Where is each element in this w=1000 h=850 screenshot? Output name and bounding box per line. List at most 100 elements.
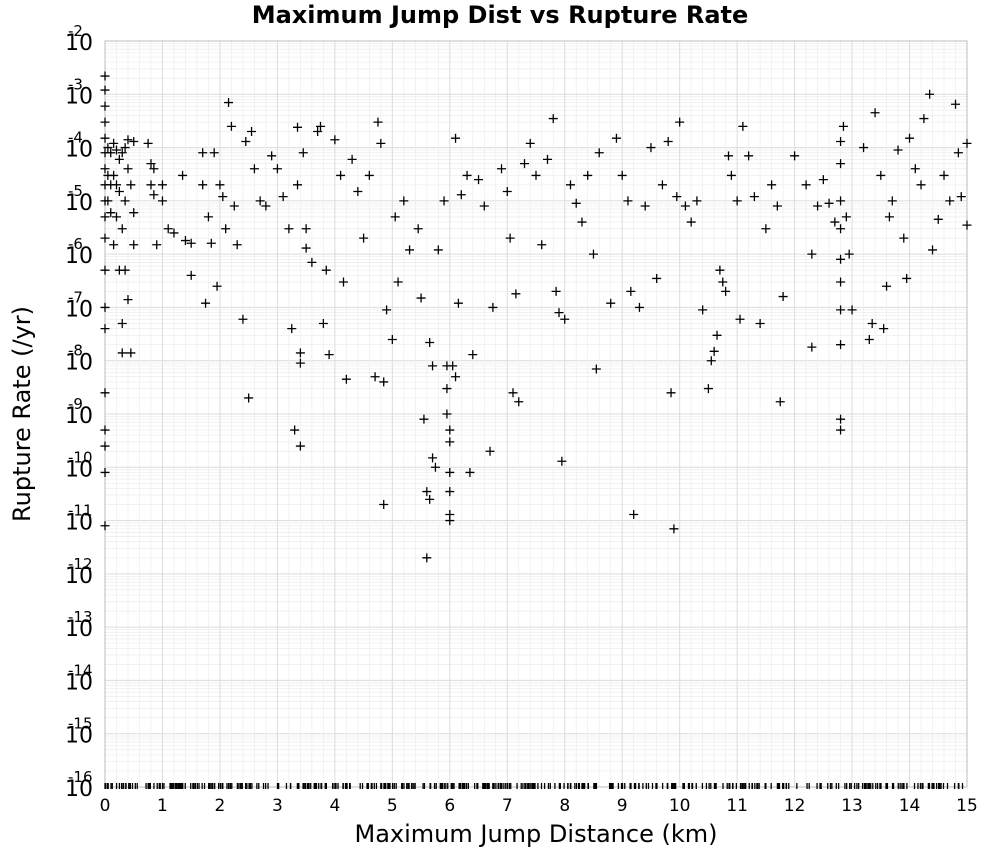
x-axis-ticks: 0 1 2 3 4 5 6 7 8 9 10 11 12 13 14 15 (100, 796, 978, 816)
y-tick-exponent: -5 (68, 182, 83, 200)
data-point (126, 348, 136, 358)
data-point (123, 135, 133, 145)
data-point (103, 143, 113, 153)
y-tick-base: 10 (65, 670, 93, 695)
data-point (129, 137, 139, 146)
data-point (100, 71, 110, 81)
data-point (114, 186, 124, 196)
data-point (514, 397, 524, 407)
data-point (298, 148, 308, 158)
data-point (226, 121, 236, 131)
data-point (703, 384, 713, 394)
data-point (382, 305, 392, 315)
data-point (321, 265, 331, 275)
data-point (419, 414, 429, 424)
data-point (198, 180, 208, 190)
y-tick-exponent: -9 (68, 395, 83, 413)
data-point (428, 453, 438, 463)
data-point (221, 224, 231, 234)
data-point (844, 249, 854, 259)
data-point (939, 170, 949, 180)
data-point (836, 224, 846, 234)
data-point (425, 494, 435, 504)
data-point (626, 286, 636, 296)
data-point (919, 114, 929, 124)
data-point (686, 217, 696, 227)
data-point (261, 201, 271, 211)
data-point (790, 151, 800, 161)
data-point (925, 89, 935, 99)
grid-lines (104, 40, 968, 788)
data-point (422, 487, 432, 497)
data-point (295, 441, 305, 451)
y-tick-label: 10-7 (65, 288, 93, 322)
data-point (548, 114, 558, 124)
data-point (652, 273, 662, 283)
data-point (905, 133, 915, 143)
data-point (143, 138, 153, 148)
plot-frame (104, 40, 968, 788)
data-point (744, 151, 754, 161)
data-point (100, 117, 110, 127)
data-point (818, 175, 828, 185)
x-tick-label: 11 (726, 796, 748, 816)
data-point (428, 361, 438, 371)
data-point (307, 257, 317, 267)
x-tick-label: 12 (784, 796, 806, 816)
data-point (146, 180, 156, 190)
y-tick-label: 10-15 (65, 715, 93, 749)
y-tick-exponent: -4 (68, 129, 83, 147)
x-tick-label: 4 (329, 796, 340, 816)
data-point (359, 233, 369, 243)
data-point (387, 335, 397, 345)
data-point (551, 286, 561, 296)
data-point (117, 224, 127, 234)
data-point (893, 145, 903, 155)
data-point (203, 212, 213, 222)
data-point (672, 192, 682, 202)
data-point (111, 212, 121, 222)
data-point (370, 372, 380, 382)
data-point (951, 99, 961, 109)
y-tick-base: 10 (65, 777, 93, 802)
data-point (778, 292, 788, 302)
data-point (341, 374, 351, 384)
data-point (445, 487, 455, 497)
data-point (117, 318, 127, 328)
data-point (525, 138, 535, 148)
data-point (640, 201, 650, 211)
data-point (718, 277, 728, 287)
y-tick-base: 10 (65, 511, 93, 536)
x-tick-label: 14 (899, 796, 921, 816)
data-point (738, 121, 748, 131)
y-tick-base: 10 (65, 724, 93, 749)
data-point (379, 500, 389, 510)
data-point (109, 170, 119, 180)
y-tick-exponent: -3 (68, 75, 83, 93)
data-point (680, 201, 690, 211)
data-point (100, 441, 110, 451)
data-point (836, 277, 846, 287)
data-point (287, 324, 297, 334)
y-tick-label: 10-6 (65, 235, 93, 269)
y-tick-label: 10-12 (65, 555, 93, 589)
y-tick-label: 10-16 (65, 768, 93, 802)
data-point (433, 245, 443, 255)
data-point (623, 196, 633, 206)
data-point (594, 148, 604, 158)
data-point (201, 298, 211, 308)
data-point (945, 196, 955, 206)
x-tick-label: 3 (272, 796, 283, 816)
data-point (157, 196, 167, 206)
data-point (542, 154, 552, 164)
data-point (836, 137, 846, 146)
data-point (278, 192, 288, 202)
y-axis-label: Rupture Rate (/yr) (8, 306, 36, 522)
data-point (413, 224, 423, 234)
data-point (247, 127, 257, 137)
data-point (882, 281, 892, 291)
y-tick-exponent: -7 (68, 288, 83, 306)
data-point (186, 270, 196, 280)
data-point (474, 175, 484, 185)
data-point (591, 364, 601, 374)
